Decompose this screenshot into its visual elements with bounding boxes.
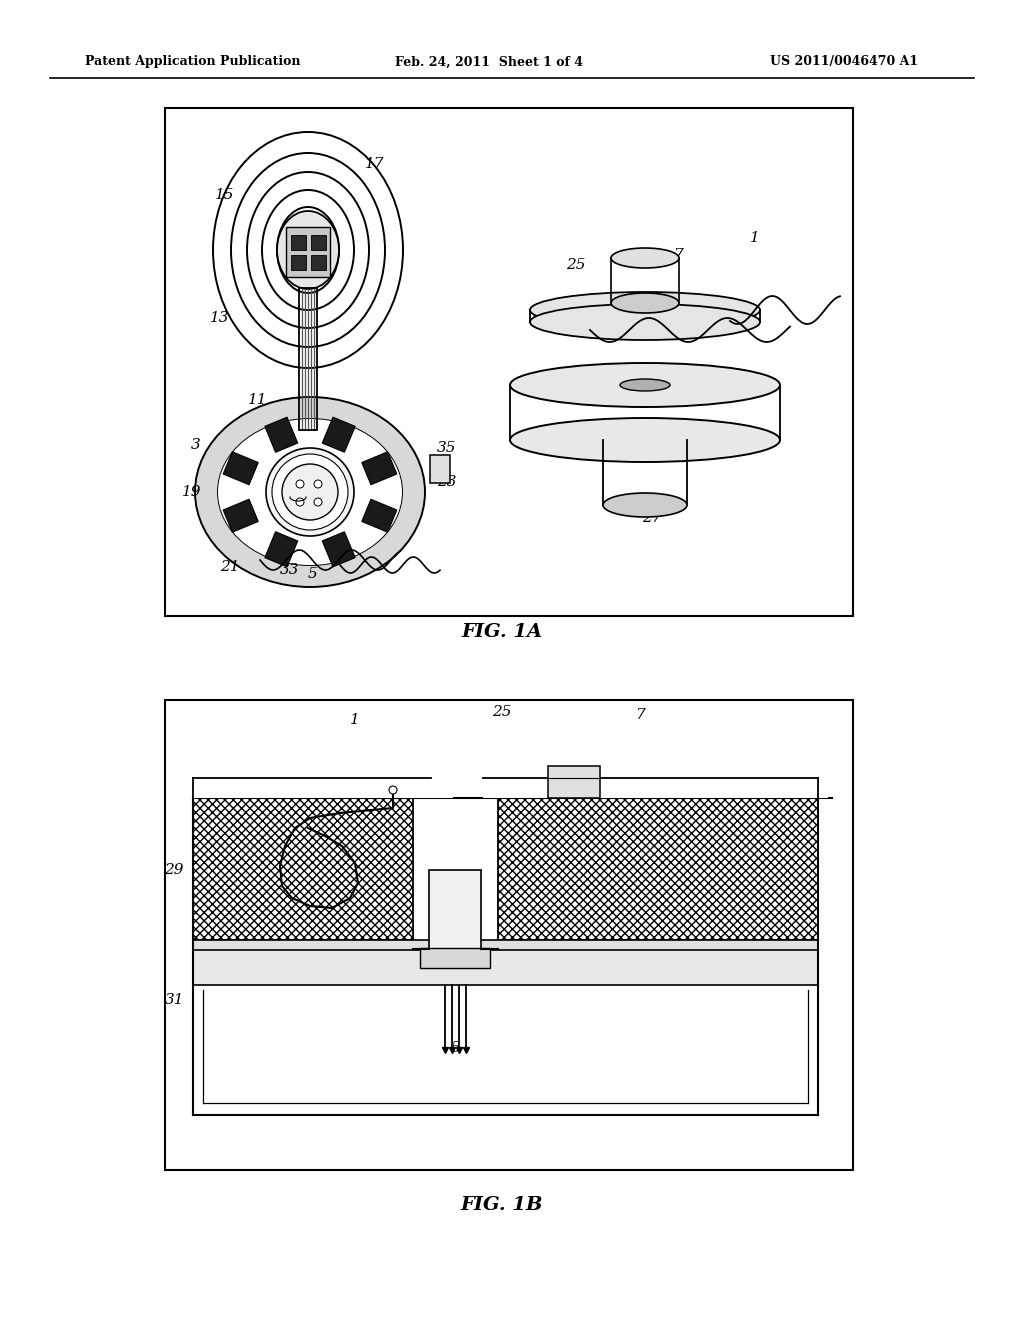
- Bar: [286, 227, 330, 277]
- Bar: [165, 108, 853, 616]
- Text: 15: 15: [215, 187, 234, 202]
- Bar: [291, 235, 305, 249]
- Bar: [193, 718, 831, 799]
- Circle shape: [296, 498, 304, 506]
- Bar: [223, 499, 258, 532]
- Bar: [310, 235, 326, 249]
- Circle shape: [272, 454, 348, 531]
- Text: 3: 3: [191, 438, 201, 451]
- Text: 7: 7: [635, 708, 645, 722]
- Bar: [193, 777, 453, 799]
- Text: 7: 7: [673, 248, 683, 261]
- Text: 11: 11: [248, 393, 267, 407]
- Text: 27: 27: [550, 954, 569, 969]
- Text: 1: 1: [350, 713, 359, 727]
- Text: Feb. 24, 2011  Sheet 1 of 4: Feb. 24, 2011 Sheet 1 of 4: [395, 55, 583, 69]
- Bar: [498, 799, 818, 940]
- Ellipse shape: [278, 211, 339, 289]
- Bar: [430, 455, 450, 483]
- Text: 13: 13: [210, 312, 229, 325]
- Bar: [193, 799, 413, 940]
- Text: 23: 23: [783, 777, 803, 792]
- Ellipse shape: [510, 418, 780, 462]
- Bar: [193, 950, 818, 985]
- Bar: [310, 255, 326, 269]
- Text: 35: 35: [437, 441, 457, 455]
- Bar: [291, 255, 305, 269]
- Text: 25: 25: [566, 257, 586, 272]
- Text: 17: 17: [366, 157, 385, 172]
- Ellipse shape: [218, 418, 402, 565]
- Bar: [165, 700, 853, 1170]
- Bar: [429, 870, 481, 958]
- Text: 23: 23: [437, 475, 457, 488]
- Bar: [265, 532, 298, 566]
- Ellipse shape: [530, 304, 760, 341]
- Bar: [323, 532, 355, 566]
- Ellipse shape: [195, 397, 425, 587]
- Circle shape: [266, 447, 354, 536]
- Circle shape: [282, 465, 338, 520]
- Text: US 2011/0046470 A1: US 2011/0046470 A1: [770, 55, 919, 69]
- Circle shape: [389, 785, 397, 795]
- Bar: [420, 948, 490, 968]
- Bar: [323, 417, 355, 453]
- Text: FIG. 1B: FIG. 1B: [461, 1196, 544, 1214]
- Text: 21: 21: [220, 560, 240, 574]
- Text: 33: 33: [281, 564, 300, 577]
- Text: Patent Application Publication: Patent Application Publication: [85, 55, 300, 69]
- Bar: [223, 451, 258, 484]
- Ellipse shape: [611, 248, 679, 268]
- Bar: [299, 288, 317, 430]
- Bar: [361, 499, 397, 532]
- Circle shape: [314, 480, 322, 488]
- Text: FIG. 1A: FIG. 1A: [462, 623, 543, 642]
- Ellipse shape: [603, 492, 687, 517]
- Text: 19: 19: [182, 484, 202, 499]
- Text: 29: 29: [164, 863, 183, 876]
- Bar: [193, 940, 818, 958]
- Bar: [265, 417, 298, 453]
- Text: 25: 25: [493, 705, 512, 719]
- Bar: [548, 766, 600, 799]
- Bar: [483, 777, 828, 799]
- Ellipse shape: [510, 363, 780, 407]
- Circle shape: [296, 480, 304, 488]
- Ellipse shape: [530, 292, 760, 327]
- Ellipse shape: [620, 379, 670, 391]
- Text: 33: 33: [364, 953, 383, 968]
- Text: 27: 27: [642, 511, 662, 525]
- Circle shape: [314, 498, 322, 506]
- Text: 5: 5: [452, 1041, 461, 1055]
- Ellipse shape: [611, 293, 679, 313]
- Text: 31: 31: [165, 993, 184, 1007]
- Text: 5: 5: [308, 568, 317, 581]
- Text: 1: 1: [751, 231, 760, 246]
- Text: 35: 35: [445, 891, 465, 906]
- Bar: [361, 451, 397, 484]
